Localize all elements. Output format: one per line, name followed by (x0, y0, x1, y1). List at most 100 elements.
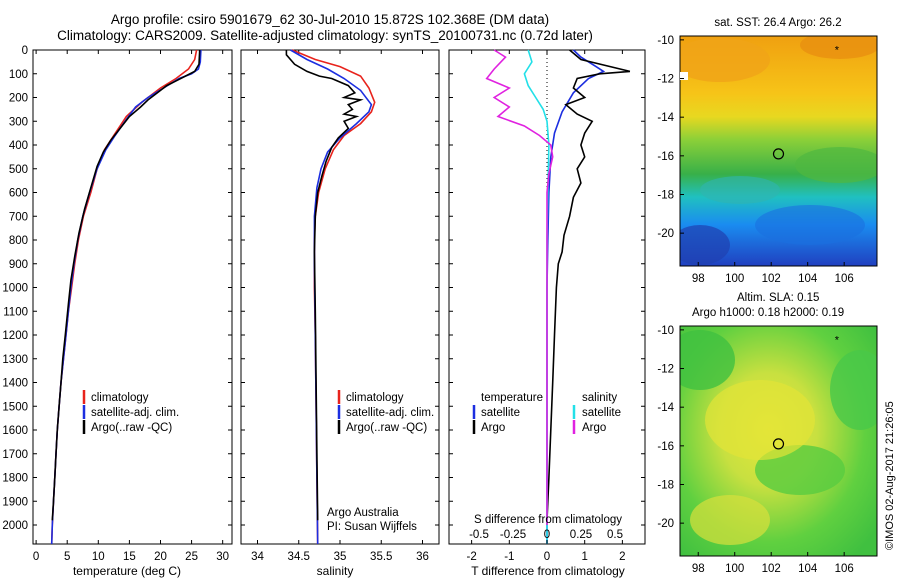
salinity-y-ticks (241, 49, 439, 526)
sla-map-ticks: 98 100 102 104 106 -10 -12 -14 -16 -18 -20 (657, 325, 853, 575)
series-line-argo-raw-qc- (285, 50, 364, 521)
sla-low-patch (830, 350, 877, 430)
depth-tick-label: 400 (9, 140, 28, 152)
figure-title-line2: Climatology: CARS2009. Satellite-adjuste… (57, 28, 593, 43)
map-lat-label: -10 (657, 325, 674, 337)
temperature-legend: climatology satellite-adj. clim. Argo(..… (82, 390, 179, 434)
depth-tick-label: 0 (22, 45, 28, 57)
map-lat-label: -18 (657, 189, 674, 201)
map-lat-label: -14 (657, 402, 674, 414)
salinity-difference-ticks: -0.5 -0.25 0 0.25 0.5 (469, 529, 623, 541)
s-difference-tick-label: -0.25 (500, 529, 526, 541)
legend-label-t-argo: Argo (481, 422, 505, 434)
salinity-x-label: salinity (317, 564, 354, 578)
depth-tick-label: 600 (9, 188, 28, 200)
sla-map-title: Altim. SLA: 0.15 (737, 292, 819, 304)
x-tick-label: 20 (154, 551, 167, 563)
depth-tick-label: 100 (9, 69, 28, 81)
x-tick-label: 30 (216, 551, 229, 563)
sla-high-patch (690, 495, 770, 545)
map-lat-label: -14 (657, 112, 674, 124)
difference-y-ticks (449, 49, 645, 526)
sst-map-frame (679, 35, 878, 267)
difference-x-ticks: -2 -1 0 1 2 (466, 50, 626, 563)
map-lon-label: 104 (798, 563, 818, 575)
depth-tick-label: 1400 (2, 378, 28, 390)
depth-tick-label: 1300 (2, 354, 28, 366)
depth-tick-label: 800 (9, 235, 28, 247)
temperature-difference-legend: temperature satellite Argo (472, 392, 543, 434)
depth-tick-label: 1700 (2, 449, 28, 461)
sla-argo-marker: * (772, 335, 840, 450)
depth-tick-label: 200 (9, 93, 28, 105)
figure-title-line1: Argo profile: csiro 5901679_62 30-Jul-20… (111, 12, 549, 27)
series-line-argo-raw-qc- (51, 49, 201, 521)
sla-map-image (680, 326, 877, 556)
island-marker: * (835, 45, 840, 57)
map-lat-label: -16 (657, 441, 674, 453)
x-tick-label: 10 (92, 551, 105, 563)
x-tick-label: 0 (33, 551, 39, 563)
sst-warm-patch (680, 38, 770, 82)
depth-tick-label: 1500 (2, 401, 28, 413)
map-lat-label: -12 (657, 74, 674, 86)
map-lat-label: -16 (657, 151, 674, 163)
sla-high-patch (705, 380, 815, 460)
temperature-series (50, 49, 202, 545)
temperature-panel: 0100200300400500600700800900100011001200… (2, 45, 233, 578)
x-tick-label: -2 (466, 551, 476, 563)
legend-label-satellite: satellite-adj. clim. (346, 407, 434, 419)
map-lat-label: -10 (657, 35, 674, 47)
map-lat-label: -20 (657, 228, 674, 240)
temperature-x-label: temperature (deg C) (73, 564, 181, 578)
depth-tick-label: 500 (9, 164, 28, 176)
x-tick-label: 35 (334, 551, 347, 563)
map-lon-label: 100 (725, 273, 744, 285)
sla-low-patch (680, 330, 735, 390)
series-line-salinity-argo (485, 49, 554, 525)
legend-label-argo: Argo(..raw -QC) (91, 422, 172, 434)
sst-cool-patch (755, 205, 865, 245)
depth-axis-ticks: 0 100 200 300 400 500 600 700 800 900 1000 1100 1200… (2, 45, 232, 532)
x-tick-label: 2 (619, 551, 625, 563)
s-difference-tick-label: 0.25 (570, 529, 592, 541)
series-line-temperature-argo (546, 49, 631, 521)
legend-heading-temperature: temperature (481, 392, 543, 404)
sst-argo-marker: * (772, 45, 840, 160)
map-lon-label: 102 (762, 563, 781, 575)
map-lon-label: 106 (835, 273, 854, 285)
salinity-axes (240, 49, 440, 545)
map-lat-label: -12 (657, 364, 674, 376)
legend-label-climatology: climatology (346, 392, 404, 404)
float-owner-line1: Argo Australia (327, 507, 399, 519)
temperature-x-ticks: 0 5 10 15 20 25 30 (33, 50, 229, 563)
salinity-legend: climatology satellite-adj. clim. Argo(..… (337, 390, 434, 434)
x-tick-label: -1 (504, 551, 514, 563)
difference-series (485, 49, 631, 544)
island-marker: * (835, 335, 840, 347)
s-difference-x-label: S difference from climatology (474, 514, 622, 526)
sst-green-patch (795, 147, 877, 183)
sst-map-panel: sat. SST: 26.4 Argo: 26.2 98 100 102 104 106… (657, 17, 878, 285)
s-difference-tick-label: -0.5 (469, 529, 489, 541)
x-tick-label: 5 (64, 551, 70, 563)
legend-label-t-satellite: satellite (481, 407, 520, 419)
sla-map-subtitle: Argo h1000: 0.18 h2000: 0.19 (692, 307, 844, 319)
difference-panel: -2 -1 0 1 2 T difference from climatology S … (448, 49, 646, 578)
legend-label-climatology: climatology (91, 392, 149, 404)
sst-map-ticks: 98 100 102 104 106 -10 -12 -14 -16 -18 -20 (657, 35, 853, 285)
legend-label-s-satellite: satellite (582, 407, 621, 419)
map-lon-label: 98 (692, 563, 705, 575)
x-tick-label: 15 (123, 551, 136, 563)
sla-map-frame (679, 325, 878, 557)
s-difference-tick-label: 0 (544, 529, 550, 541)
map-lon-label: 102 (762, 273, 781, 285)
sst-cold-patch (680, 225, 730, 265)
map-lon-label: 98 (692, 273, 705, 285)
x-tick-label: 1 (581, 551, 587, 563)
map-lon-label: 100 (725, 563, 744, 575)
argo-position-marker (772, 148, 785, 160)
map-lon-label: 106 (835, 563, 854, 575)
argo-position-marker (772, 438, 785, 450)
legend-heading-salinity: salinity (582, 392, 617, 404)
